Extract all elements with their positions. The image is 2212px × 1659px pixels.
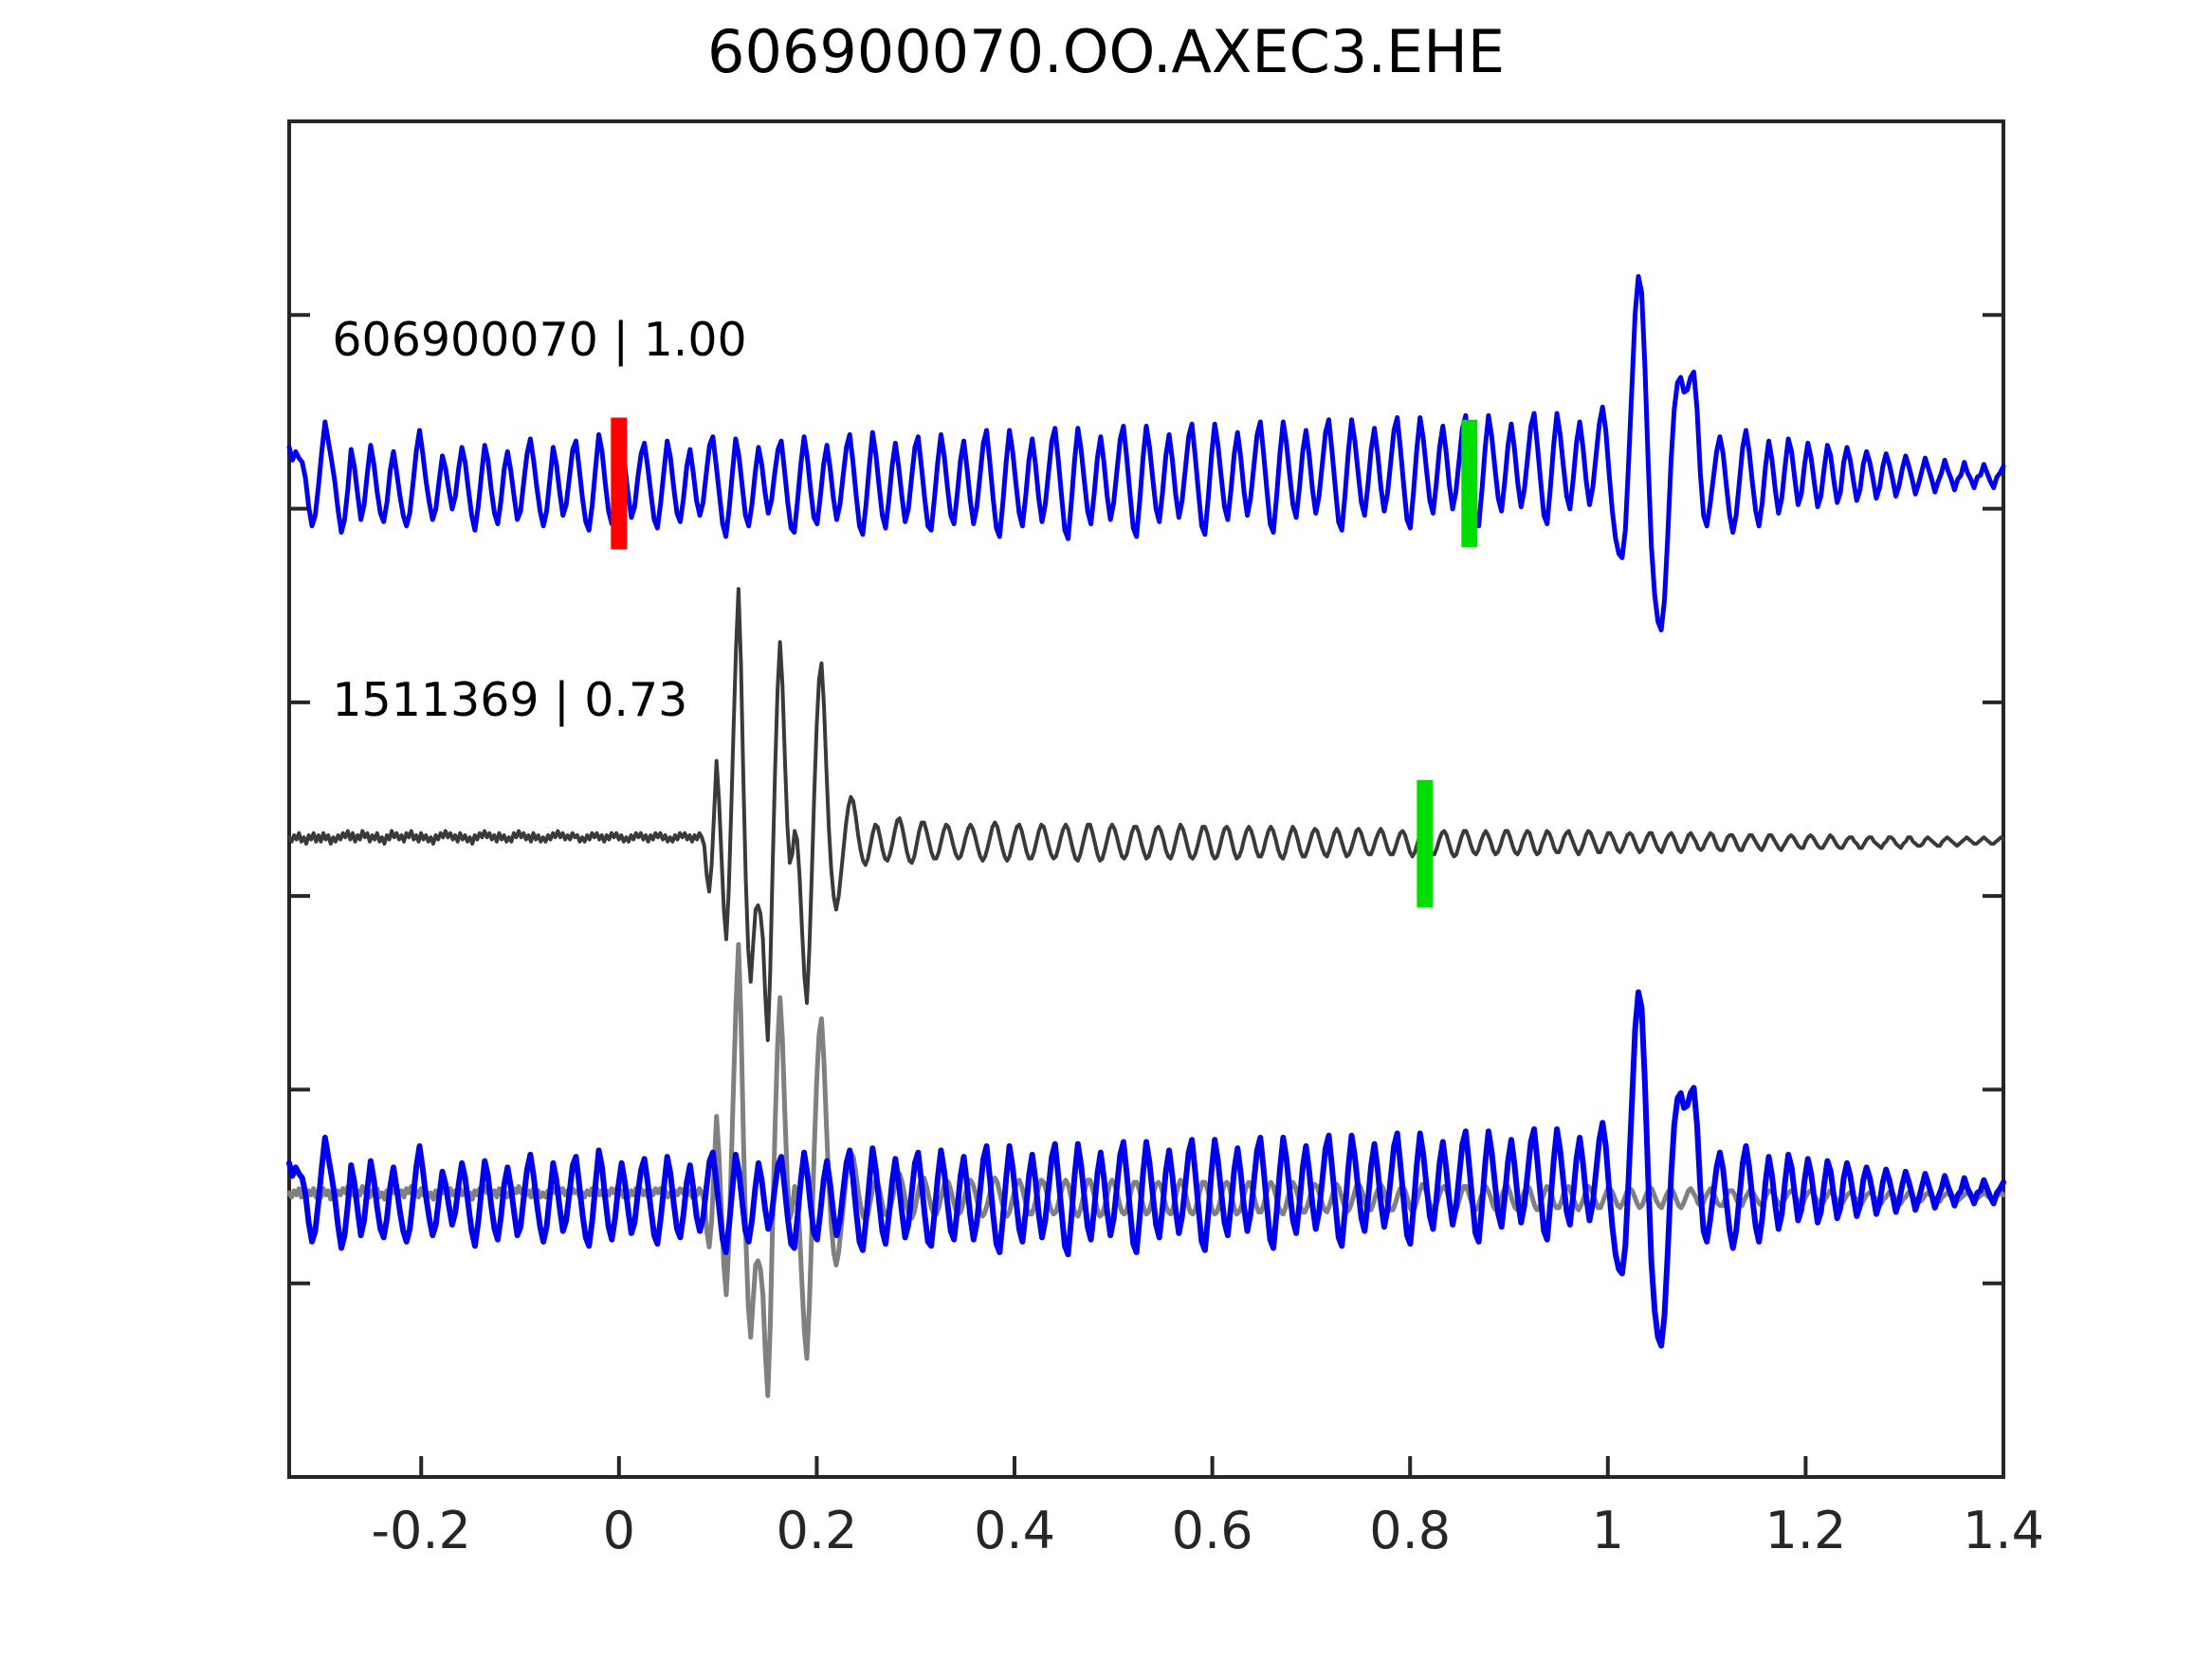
trace-label-detection-trace: 1511369 | 0.73	[332, 673, 687, 727]
trace-labels: 606900070 | 1.00 1511369 | 0.73	[332, 313, 746, 727]
x-tick-label: 1.2	[1764, 1501, 1846, 1560]
x-tick-label: 0	[603, 1501, 635, 1560]
x-tick-label: 0.4	[974, 1501, 1055, 1560]
trace-label-template-trace: 606900070 | 1.00	[332, 313, 746, 367]
x-tick-label: 0.8	[1369, 1501, 1451, 1560]
trace-overlay-blue	[286, 989, 2006, 1349]
trace-template-blue	[286, 274, 2006, 633]
x-axis-ticks: -0.2 0 0.2 0.4 0.6 0.8 1 1.2 1.4	[372, 1456, 2044, 1560]
plot-frame	[287, 119, 2005, 1479]
x-tick-label: 1	[1592, 1501, 1624, 1560]
trace-detection-dark	[287, 587, 2005, 1043]
x-tick-label: -0.2	[372, 1501, 471, 1560]
y-axis-ticks	[289, 313, 2003, 1285]
x-tick-label: 1.4	[1963, 1501, 2044, 1560]
pick-markers	[611, 417, 1478, 908]
trace-overlay-gray	[286, 941, 2006, 1398]
x-tick-label: 0.6	[1172, 1501, 1253, 1560]
page-title: 606900070.OO.AXEC3.EHE	[707, 17, 1505, 86]
x-tick-label: 0.2	[776, 1501, 857, 1560]
waveform-traces	[286, 274, 2006, 1398]
